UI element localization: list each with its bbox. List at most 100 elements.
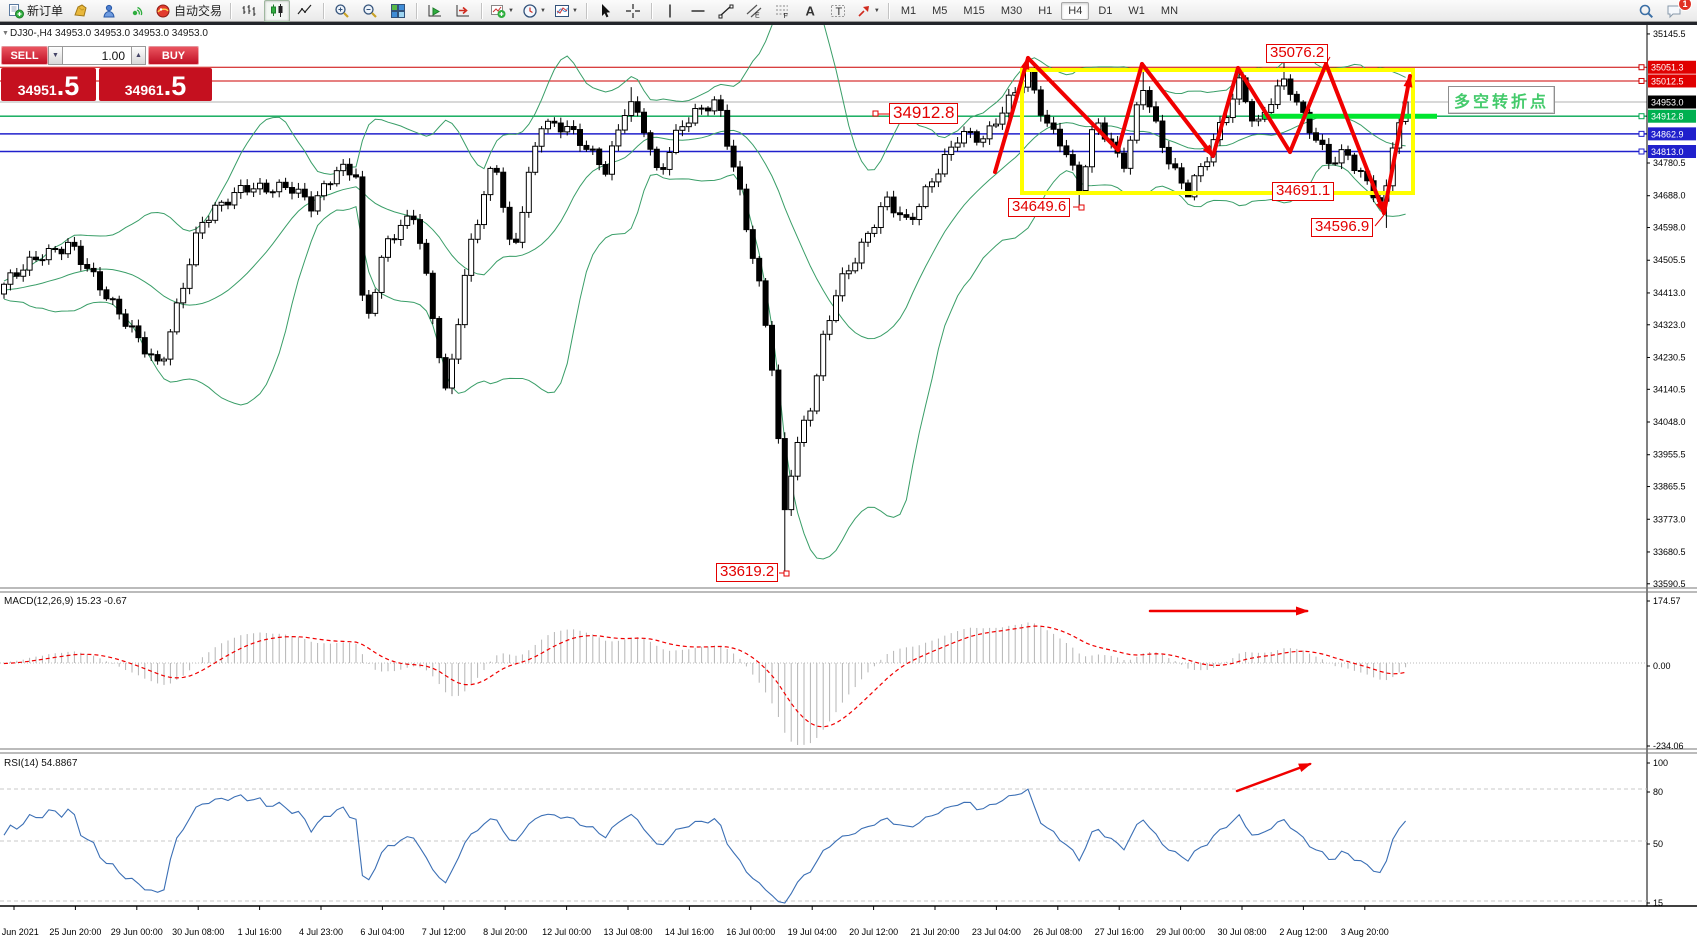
candle-body bbox=[1345, 149, 1351, 156]
buy-button[interactable]: BUY bbox=[148, 46, 199, 65]
candle-body bbox=[52, 248, 59, 251]
zoom-in-button[interactable] bbox=[329, 0, 355, 22]
svg-text:E: E bbox=[755, 12, 760, 19]
price-annotation[interactable]: 34649.6 bbox=[1008, 198, 1071, 217]
templates-button[interactable]: ▼ bbox=[551, 0, 581, 22]
vertical-line-button[interactable] bbox=[657, 0, 683, 22]
timeframe-d1-button[interactable]: D1 bbox=[1098, 4, 1113, 17]
candle-body bbox=[1338, 149, 1345, 164]
candle-body bbox=[423, 242, 430, 274]
sell-button[interactable]: SELL bbox=[1, 46, 48, 65]
volume-decrease-button[interactable]: ▼ bbox=[48, 46, 63, 65]
zigzag-arrows[interactable] bbox=[993, 56, 1413, 215]
timeframe-m5-button[interactable]: M5 bbox=[932, 4, 948, 17]
search-button[interactable] bbox=[1633, 0, 1659, 22]
candle-body bbox=[1300, 101, 1307, 113]
market-watch-button[interactable] bbox=[96, 0, 122, 22]
candle-body bbox=[493, 167, 500, 173]
periods-button[interactable]: ▼ bbox=[519, 0, 549, 22]
crosshair-button[interactable] bbox=[620, 0, 646, 22]
chevron-down-icon: ▼ bbox=[539, 7, 546, 14]
candle-body bbox=[1325, 143, 1332, 164]
svg-text:34862.9: 34862.9 bbox=[1651, 129, 1684, 139]
candle-body bbox=[621, 115, 628, 131]
svg-text:35051.3: 35051.3 bbox=[1651, 63, 1684, 73]
svg-text:34953.0: 34953.0 bbox=[1651, 98, 1684, 108]
text-button[interactable]: A bbox=[797, 0, 823, 22]
candle-body bbox=[589, 148, 596, 151]
indicators-button[interactable]: ▼ bbox=[487, 0, 517, 22]
toolbar-separator bbox=[416, 2, 418, 19]
timeframe-m30-button[interactable]: M30 bbox=[1000, 4, 1023, 17]
candle-body bbox=[929, 181, 935, 188]
candle-body bbox=[58, 248, 65, 255]
timeframe-mn-button[interactable]: MN bbox=[1160, 4, 1179, 17]
time-axis[interactable]: 24 Jun 2021 25 Jun 20:00 29 Jun 00:00 30 Ju… bbox=[0, 905, 1697, 937]
svg-text:33773.0: 33773.0 bbox=[1653, 514, 1686, 524]
price-annotation[interactable]: 35076.2 bbox=[1266, 44, 1329, 63]
candlestick-chart-button[interactable] bbox=[264, 0, 291, 22]
svg-text:34813.0: 34813.0 bbox=[1651, 147, 1684, 157]
label-button[interactable]: T bbox=[825, 0, 851, 22]
new-order-button[interactable]: 新订单 bbox=[5, 0, 66, 22]
candle-body bbox=[935, 173, 942, 183]
horizontal-line-button[interactable] bbox=[685, 0, 711, 22]
bar-chart-button[interactable] bbox=[236, 0, 262, 22]
svg-text:35145.5: 35145.5 bbox=[1653, 29, 1686, 39]
volume-input[interactable] bbox=[63, 46, 131, 65]
cursor-icon bbox=[601, 3, 611, 17]
chart-shift-button[interactable] bbox=[450, 0, 476, 22]
candle-body bbox=[941, 154, 948, 175]
candle-body bbox=[551, 120, 558, 124]
price-axis[interactable]: 35145.5 34780.5 34688.0 34598.0 34505.5 34413… bbox=[1646, 25, 1696, 906]
trendline-button[interactable] bbox=[713, 0, 739, 22]
one-click-trade-panel: SELL ▼ ▲ BUY 34951 .5 34961 .5 bbox=[1, 46, 214, 101]
candle-body bbox=[1249, 101, 1255, 122]
note-label[interactable]: 多空转折点 bbox=[1448, 86, 1556, 114]
signals-button[interactable] bbox=[124, 0, 150, 22]
candle-body bbox=[1185, 182, 1191, 198]
candle-body bbox=[33, 256, 39, 261]
profiles-button[interactable] bbox=[68, 0, 94, 22]
volume-increase-button[interactable]: ▲ bbox=[131, 46, 146, 65]
candle-body bbox=[1332, 162, 1339, 165]
one-click-toggle-icon[interactable]: ▼ bbox=[2, 30, 9, 37]
horizontal-lines[interactable] bbox=[0, 64, 1647, 155]
auto-scroll-button[interactable] bbox=[422, 0, 448, 22]
tile-windows-button[interactable] bbox=[385, 0, 411, 22]
fibonacci-button[interactable]: F bbox=[769, 0, 795, 22]
price-annotation[interactable]: 34912.8 bbox=[889, 103, 959, 124]
channel-button[interactable]: E bbox=[741, 0, 767, 22]
svg-text:35012.5: 35012.5 bbox=[1651, 76, 1684, 86]
timeframe-m15-button[interactable]: M15 bbox=[963, 4, 985, 17]
chat-button[interactable]: 1 bbox=[1661, 0, 1692, 22]
price-annotation[interactable]: 34596.9 bbox=[1311, 218, 1374, 237]
arrows-button[interactable]: ▼ bbox=[853, 0, 883, 22]
rsi-line bbox=[3, 788, 1407, 904]
candle-body bbox=[781, 438, 788, 511]
candle-body bbox=[1069, 154, 1076, 166]
price-annotation[interactable]: 34691.1 bbox=[1272, 182, 1335, 201]
price-annotation[interactable]: 33619.2 bbox=[716, 563, 779, 582]
line-chart-button[interactable] bbox=[292, 0, 318, 22]
timeframe-h1-button[interactable]: H1 bbox=[1038, 4, 1053, 17]
timeframe-h4-button[interactable]: H4 bbox=[1061, 1, 1090, 20]
svg-text:34505.5: 34505.5 bbox=[1653, 255, 1686, 265]
candle-body bbox=[833, 295, 839, 322]
timeframe-m1-button[interactable]: M1 bbox=[900, 4, 917, 17]
profiles-icon bbox=[74, 3, 87, 17]
toolbar-separator bbox=[481, 2, 483, 19]
zoom-out-button[interactable] bbox=[357, 0, 383, 22]
cursor-button[interactable] bbox=[592, 0, 618, 22]
svg-text:F: F bbox=[783, 13, 787, 19]
timeframe-w1-button[interactable]: W1 bbox=[1128, 4, 1145, 17]
consolidation-rectangle[interactable] bbox=[1020, 68, 1415, 195]
svg-text:1 Jul 16:00: 1 Jul 16:00 bbox=[238, 927, 282, 937]
candle-body bbox=[1063, 145, 1070, 156]
bid-price-main: 34951 bbox=[17, 82, 57, 98]
candle-body bbox=[609, 145, 615, 175]
autotrading-button[interactable]: 自动交易 bbox=[152, 0, 225, 22]
candle-body bbox=[647, 132, 654, 150]
svg-text:33680.5: 33680.5 bbox=[1653, 547, 1686, 557]
